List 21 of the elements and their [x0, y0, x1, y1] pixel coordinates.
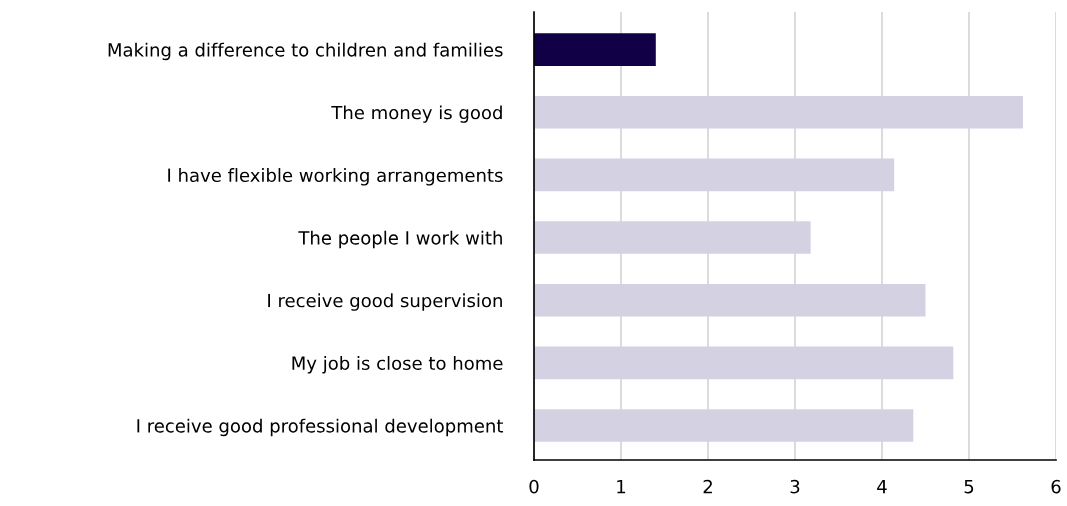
x-tick-label: 3	[790, 479, 800, 494]
bar	[534, 95, 1023, 129]
x-tick-label: 4	[877, 480, 887, 494]
y-tick-label: My job is close to home	[292, 356, 503, 374]
bar	[534, 33, 656, 66]
y-tick-label: The money is good	[331, 105, 502, 123]
bar	[534, 409, 914, 442]
x-tick-label: 6	[1051, 479, 1061, 494]
y-tick-label: Making a difference to children and families	[108, 42, 503, 61]
x-tick-label: 1	[617, 480, 626, 494]
x-tick-label: 5	[964, 480, 974, 494]
bar	[534, 221, 811, 254]
y-tick-label: The people I work with	[298, 230, 502, 249]
bar	[534, 346, 954, 380]
bar	[534, 283, 926, 317]
x-tick-label: 0	[529, 479, 539, 494]
y-tick-label: I receive good supervision	[268, 293, 502, 311]
x-tick-label: 2	[703, 479, 712, 494]
y-tick-label: I receive good professional development	[137, 418, 503, 437]
bar	[534, 158, 895, 192]
y-tick-label: I have flexible working arrangements	[168, 168, 503, 186]
